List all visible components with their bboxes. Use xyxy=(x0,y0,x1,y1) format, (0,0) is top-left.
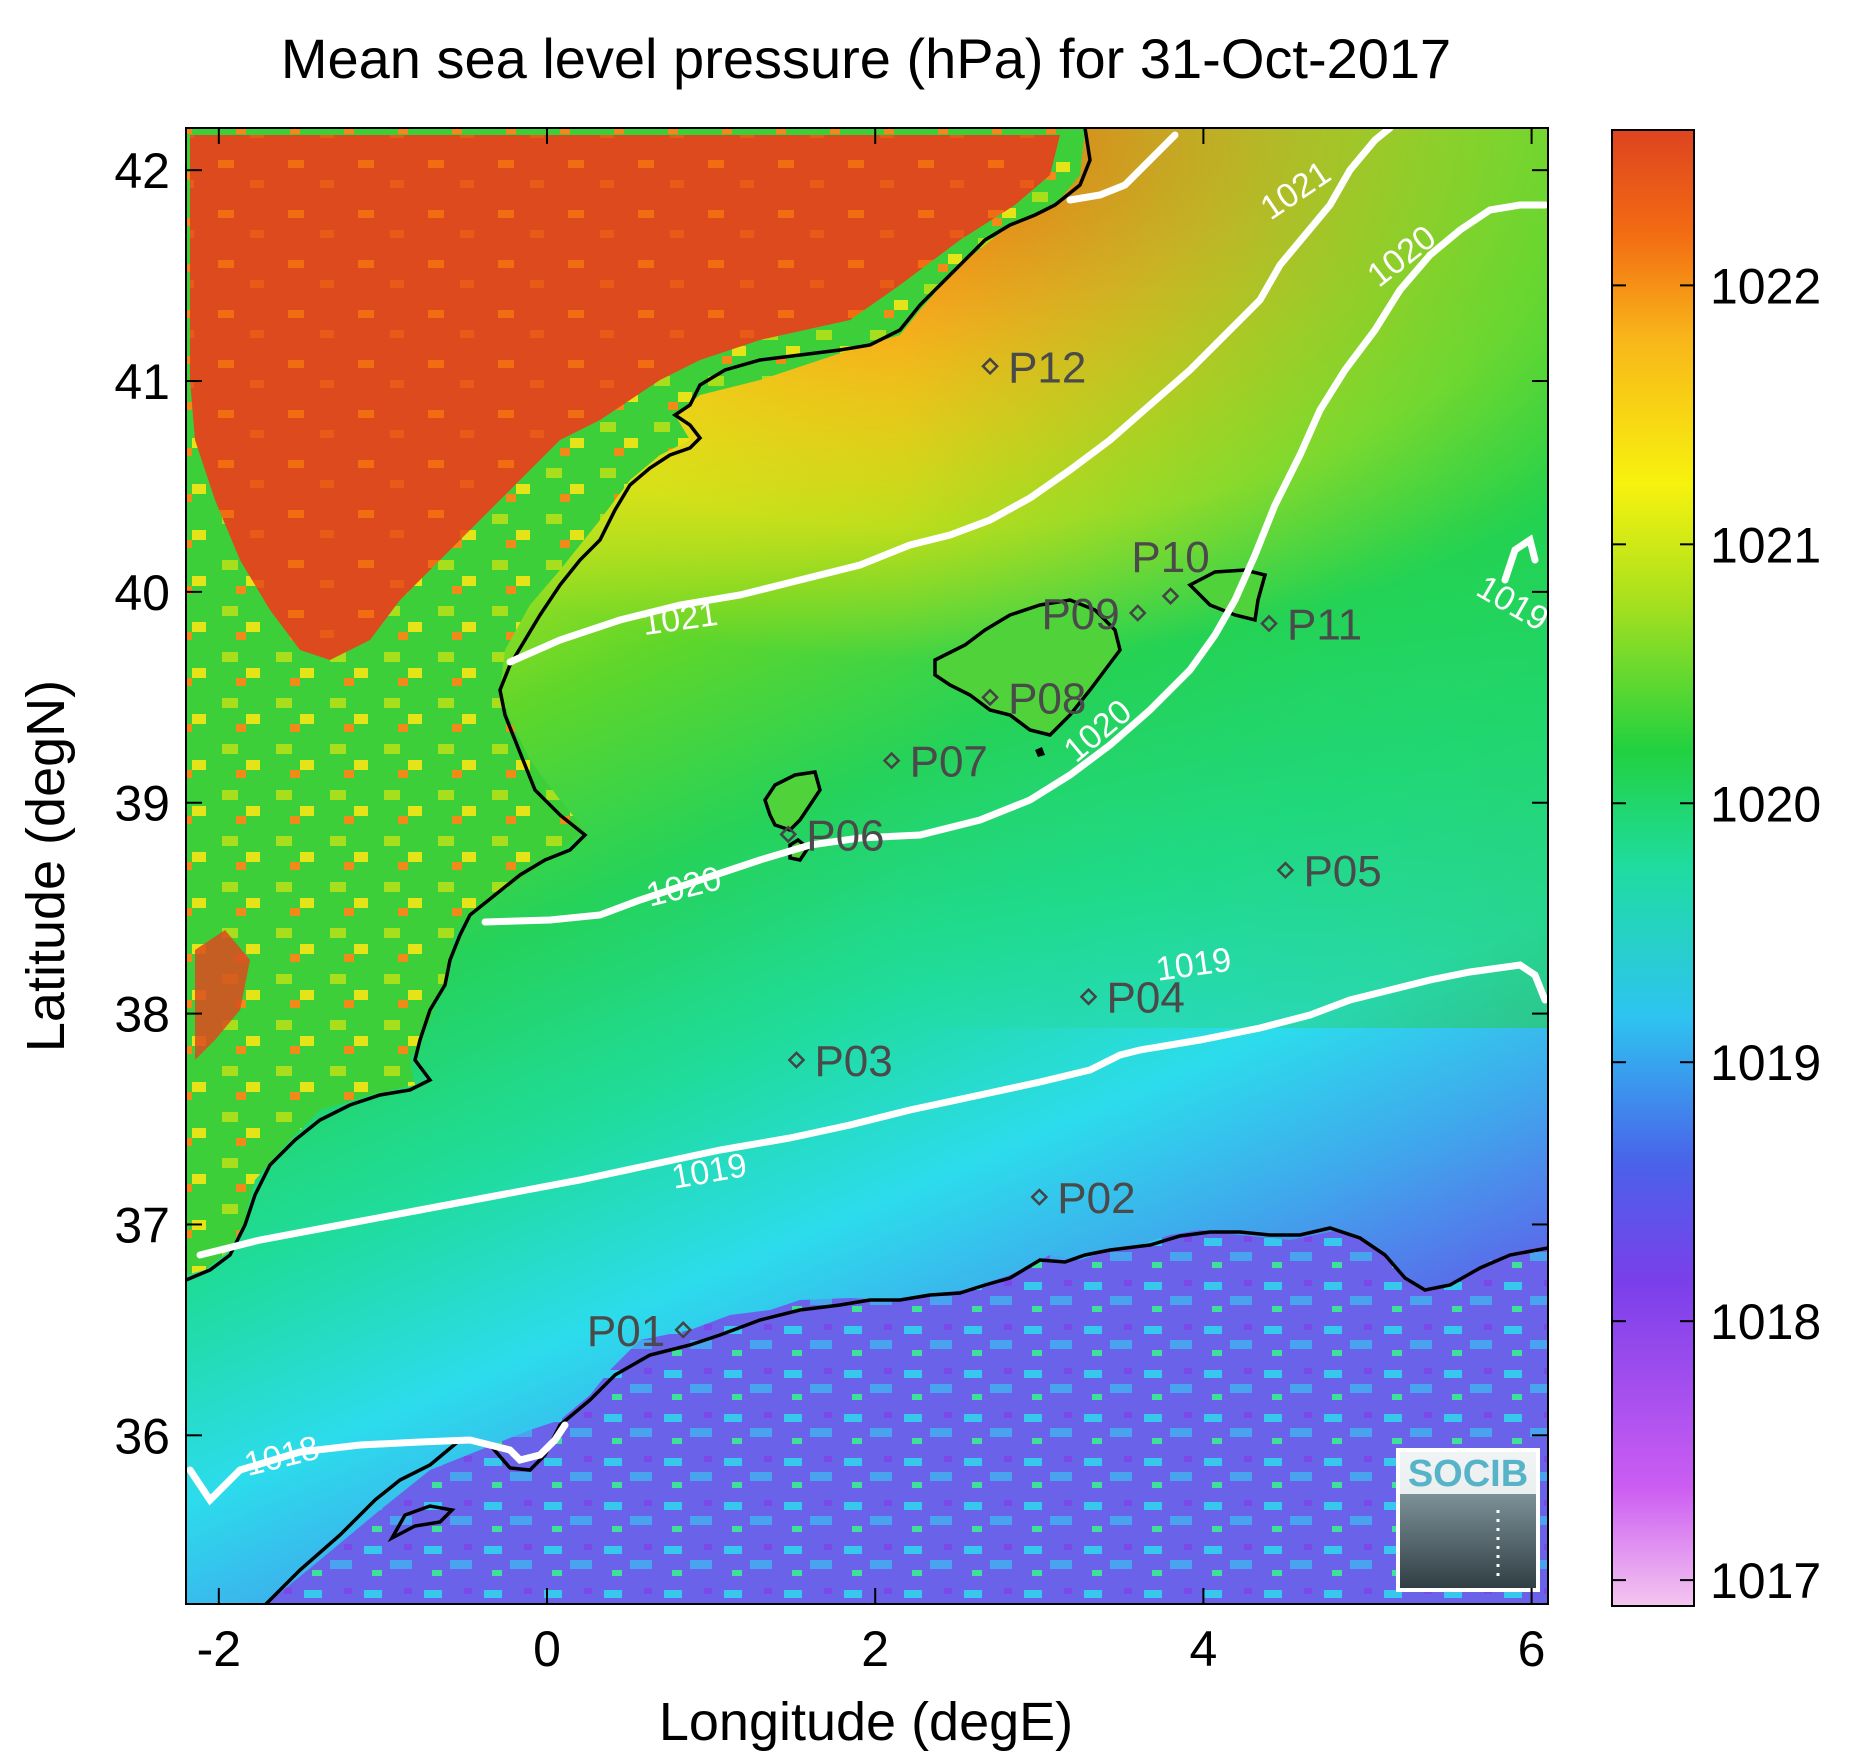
station-p11: P11 xyxy=(1260,601,1362,650)
station-label: P02 xyxy=(1057,1174,1135,1223)
y-tick-label: 37 xyxy=(114,1197,170,1253)
colorbar-tick-label: 1019 xyxy=(1710,1035,1821,1091)
station-p09: P09 xyxy=(1041,590,1147,639)
station-label: P10 xyxy=(1131,533,1209,582)
station-marker xyxy=(1161,587,1180,605)
x-axis: -2 0 2 4 6 xyxy=(197,128,1546,1677)
x-tick-label: 4 xyxy=(1189,1621,1217,1677)
station-p01: P01 xyxy=(587,1307,693,1356)
pressure-contours xyxy=(186,128,1548,1506)
y-tick-label: 38 xyxy=(114,987,170,1043)
x-axis-label: Longitude (degE) xyxy=(659,1692,1073,1752)
station-p08: P08 xyxy=(981,674,1086,723)
africa-coastline xyxy=(263,1226,1548,1604)
station-p06: P06 xyxy=(779,811,885,860)
station-p05: P05 xyxy=(1276,847,1382,896)
colorbar-tick-label: 1022 xyxy=(1710,258,1821,314)
station-marker xyxy=(1030,1188,1049,1206)
y-axis: 36 37 38 39 40 41 42 xyxy=(114,143,1548,1464)
station-p10: P10 xyxy=(1131,533,1210,605)
y-tick-label: 40 xyxy=(114,565,170,621)
station-marker xyxy=(674,1321,693,1339)
colorbar-ticks: 1017 1018 1019 1020 1021 1022 xyxy=(1612,258,1821,1609)
x-tick-label: 6 xyxy=(1518,1621,1546,1677)
contour-1022 xyxy=(1066,131,1179,204)
colorbar-tick-label: 1018 xyxy=(1710,1294,1821,1350)
y-axis-label: Latitude (degN) xyxy=(16,680,76,1052)
colorbar-tick-label: 1021 xyxy=(1710,517,1821,573)
cabrera-island xyxy=(1035,747,1045,757)
iberia-southeast-patch xyxy=(195,930,250,1060)
station-label: P12 xyxy=(1008,343,1086,392)
station-label: P11 xyxy=(1287,601,1362,650)
contour-1020 xyxy=(481,201,1548,926)
contour-1019 xyxy=(196,961,1548,1259)
station-marker xyxy=(1128,604,1147,622)
socib-logo-text: SOCIB xyxy=(1408,1453,1528,1495)
station-p12: P12 xyxy=(981,343,1086,392)
station-label: P04 xyxy=(1107,974,1185,1023)
station-marker xyxy=(787,1051,806,1069)
y-tick-label: 41 xyxy=(114,354,170,410)
station-label: P06 xyxy=(806,811,884,860)
station-p02: P02 xyxy=(1030,1174,1136,1223)
colorbar-tick-label: 1020 xyxy=(1710,776,1821,832)
colorbar-tick-label: 1017 xyxy=(1710,1553,1821,1609)
x-tick-label: -2 xyxy=(197,1621,241,1677)
contour-1019-east xyxy=(1501,534,1539,584)
station-marker xyxy=(981,688,999,707)
mallorca-island xyxy=(933,598,1122,737)
small-island-coastline xyxy=(387,1504,456,1543)
ibiza-island xyxy=(763,770,822,833)
map-plot-area xyxy=(186,128,1548,1604)
chart-title: Mean sea level pressure (hPa) for 31-Oct… xyxy=(281,27,1451,90)
y-tick-label: 36 xyxy=(114,1408,170,1464)
station-label: P03 xyxy=(814,1037,892,1086)
station-label: P01 xyxy=(587,1307,665,1356)
socib-logo: SOCIB xyxy=(1396,1448,1540,1592)
y-tick-label: 39 xyxy=(114,776,170,832)
station-label: P08 xyxy=(1008,674,1086,723)
station-p04: P04 xyxy=(1079,974,1185,1023)
colorbar-gradient xyxy=(1611,129,1695,1607)
iberia-plateau-high xyxy=(190,135,1060,660)
station-label: P07 xyxy=(910,738,988,787)
y-tick-label: 42 xyxy=(114,143,170,199)
plot-frame xyxy=(185,127,1549,1605)
station-marker xyxy=(1260,614,1278,633)
north-africa-land xyxy=(266,1230,1548,1604)
station-marker xyxy=(1079,987,1098,1006)
station-marker xyxy=(882,751,901,770)
socib-logo-top xyxy=(1400,1452,1536,1494)
x-tick-label: 0 xyxy=(533,1621,561,1677)
station-p07: P07 xyxy=(882,738,988,787)
station-label: P05 xyxy=(1303,847,1381,896)
colorbar: 1017 1018 1019 1020 1021 1022 xyxy=(1611,129,1821,1609)
contour-1021 xyxy=(506,128,1394,666)
station-p03: P03 xyxy=(787,1037,893,1086)
station-label: P09 xyxy=(1041,590,1119,639)
x-tick-label: 2 xyxy=(861,1621,889,1677)
station-marker xyxy=(779,825,798,844)
station-marker xyxy=(1276,861,1295,880)
station-marker xyxy=(981,357,999,376)
iberia-coastline xyxy=(186,128,1092,1282)
contour-1018 xyxy=(186,1421,569,1506)
